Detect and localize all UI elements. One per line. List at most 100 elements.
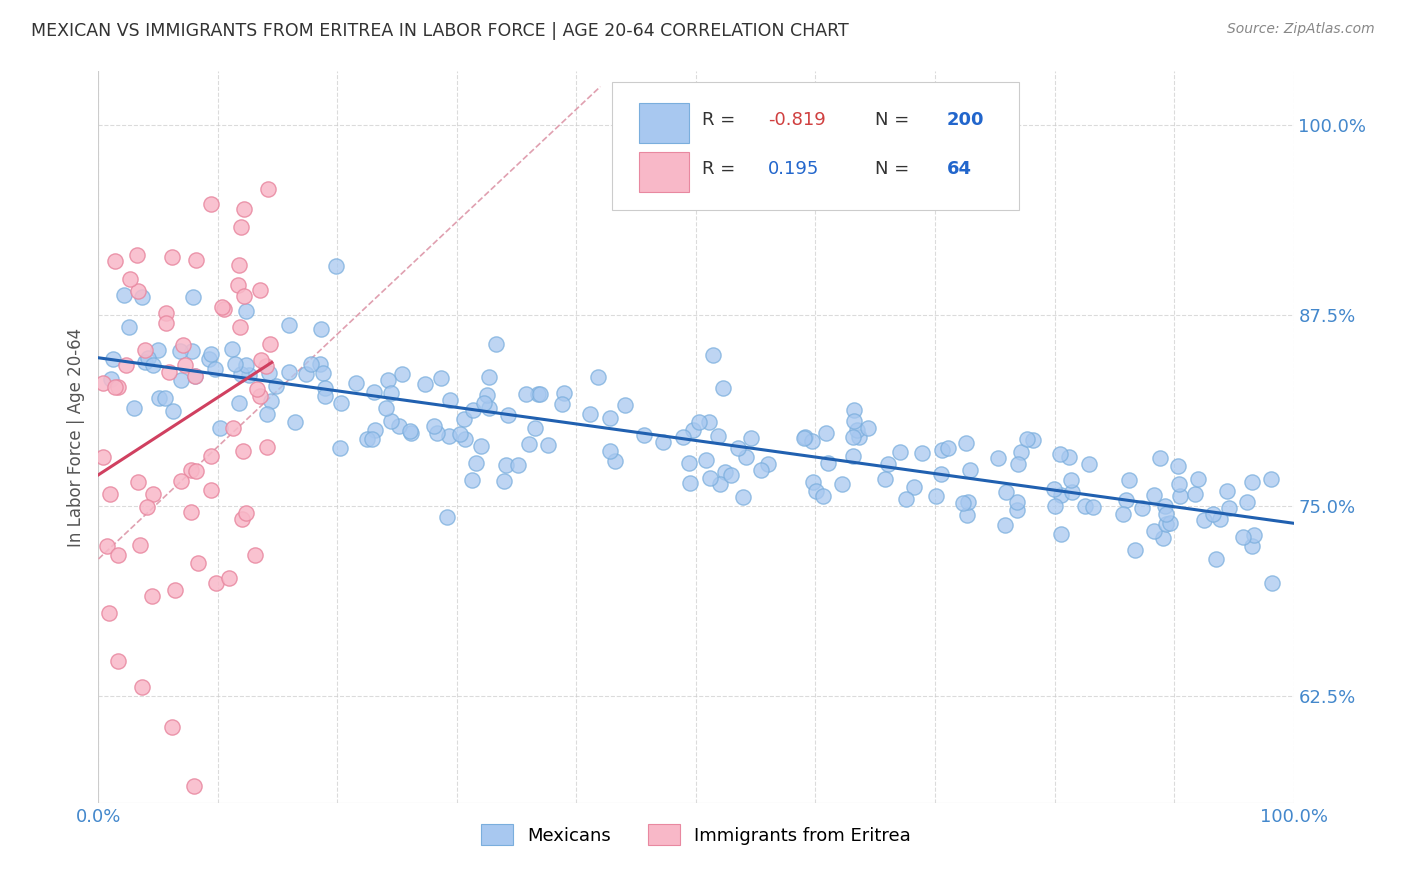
Text: MEXICAN VS IMMIGRANTS FROM ERITREA IN LABOR FORCE | AGE 20-64 CORRELATION CHART: MEXICAN VS IMMIGRANTS FROM ERITREA IN LA… [31,22,849,40]
Point [235,303,257,318]
Text: 0.195: 0.195 [768,160,820,178]
Point [131,290,153,304]
Point [146,343,169,358]
Point [1243,528,1265,542]
Point [155,391,177,405]
Point [224,358,246,372]
Point [496,408,519,422]
Point [135,500,157,515]
Point [1060,473,1083,487]
Point [517,437,540,451]
Point [391,368,413,382]
Legend: Mexicans, Immigrants from Eritrea: Mexicans, Immigrants from Eritrea [474,817,918,852]
Point [1011,445,1033,459]
Point [1159,516,1181,530]
Point [415,377,437,392]
Point [200,483,222,498]
Point [181,290,204,304]
Point [184,369,207,384]
Point [605,454,627,468]
Point [702,348,724,362]
Point [1017,432,1039,446]
Point [437,429,460,443]
Point [842,414,865,428]
Point [249,283,271,297]
Point [256,182,278,196]
Point [205,576,228,591]
Point [184,253,207,268]
Point [633,428,655,442]
Point [125,248,148,262]
Point [463,403,485,417]
Point [208,421,231,435]
Point [229,320,252,334]
Point [485,337,508,351]
Point [399,426,422,441]
Point [1168,476,1191,491]
Point [749,463,772,477]
Point [848,429,870,443]
Point [170,373,193,387]
Point [461,473,484,487]
Point [128,538,150,552]
Point [226,278,249,293]
Point [299,357,322,371]
Point [695,453,717,467]
Point [1149,451,1171,466]
Point [1168,489,1191,503]
Point [735,450,758,465]
Point [184,368,207,383]
Point [115,358,138,372]
Text: N =: N = [876,160,910,178]
Point [134,355,156,369]
Point [1074,499,1097,513]
Point [1062,484,1084,499]
Point [233,202,256,216]
Point [588,369,610,384]
Point [430,371,453,385]
Text: Source: ZipAtlas.com: Source: ZipAtlas.com [1227,22,1375,37]
Point [380,386,402,401]
Point [232,289,254,303]
Point [254,359,277,373]
Point [551,396,574,410]
Point [107,549,129,563]
Point [155,306,177,320]
Point [1005,503,1028,517]
Point [527,386,550,401]
Text: 200: 200 [948,112,984,129]
Point [136,351,159,365]
Point [956,494,979,508]
Point [553,386,575,401]
Point [120,272,142,286]
Point [720,467,742,482]
Point [308,357,330,371]
Point [453,412,475,426]
Point [243,549,266,563]
Point [1143,524,1166,539]
Point [314,389,336,403]
Point [697,416,720,430]
Point [1184,486,1206,500]
Point [994,484,1017,499]
Text: -0.819: -0.819 [768,112,825,129]
Point [328,441,350,455]
Point [204,362,226,376]
Point [1209,512,1232,526]
Point [911,446,934,460]
Point [599,443,621,458]
Point [295,367,318,381]
Point [374,401,396,415]
Point [250,352,273,367]
Point [1045,500,1067,514]
Point [1049,447,1071,461]
Point [311,321,333,335]
Text: 64: 64 [948,160,972,178]
Point [727,441,749,455]
Point [423,418,446,433]
Point [794,430,817,444]
Point [329,396,352,410]
Point [688,415,710,429]
Bar [638,152,689,192]
Point [1240,475,1263,490]
